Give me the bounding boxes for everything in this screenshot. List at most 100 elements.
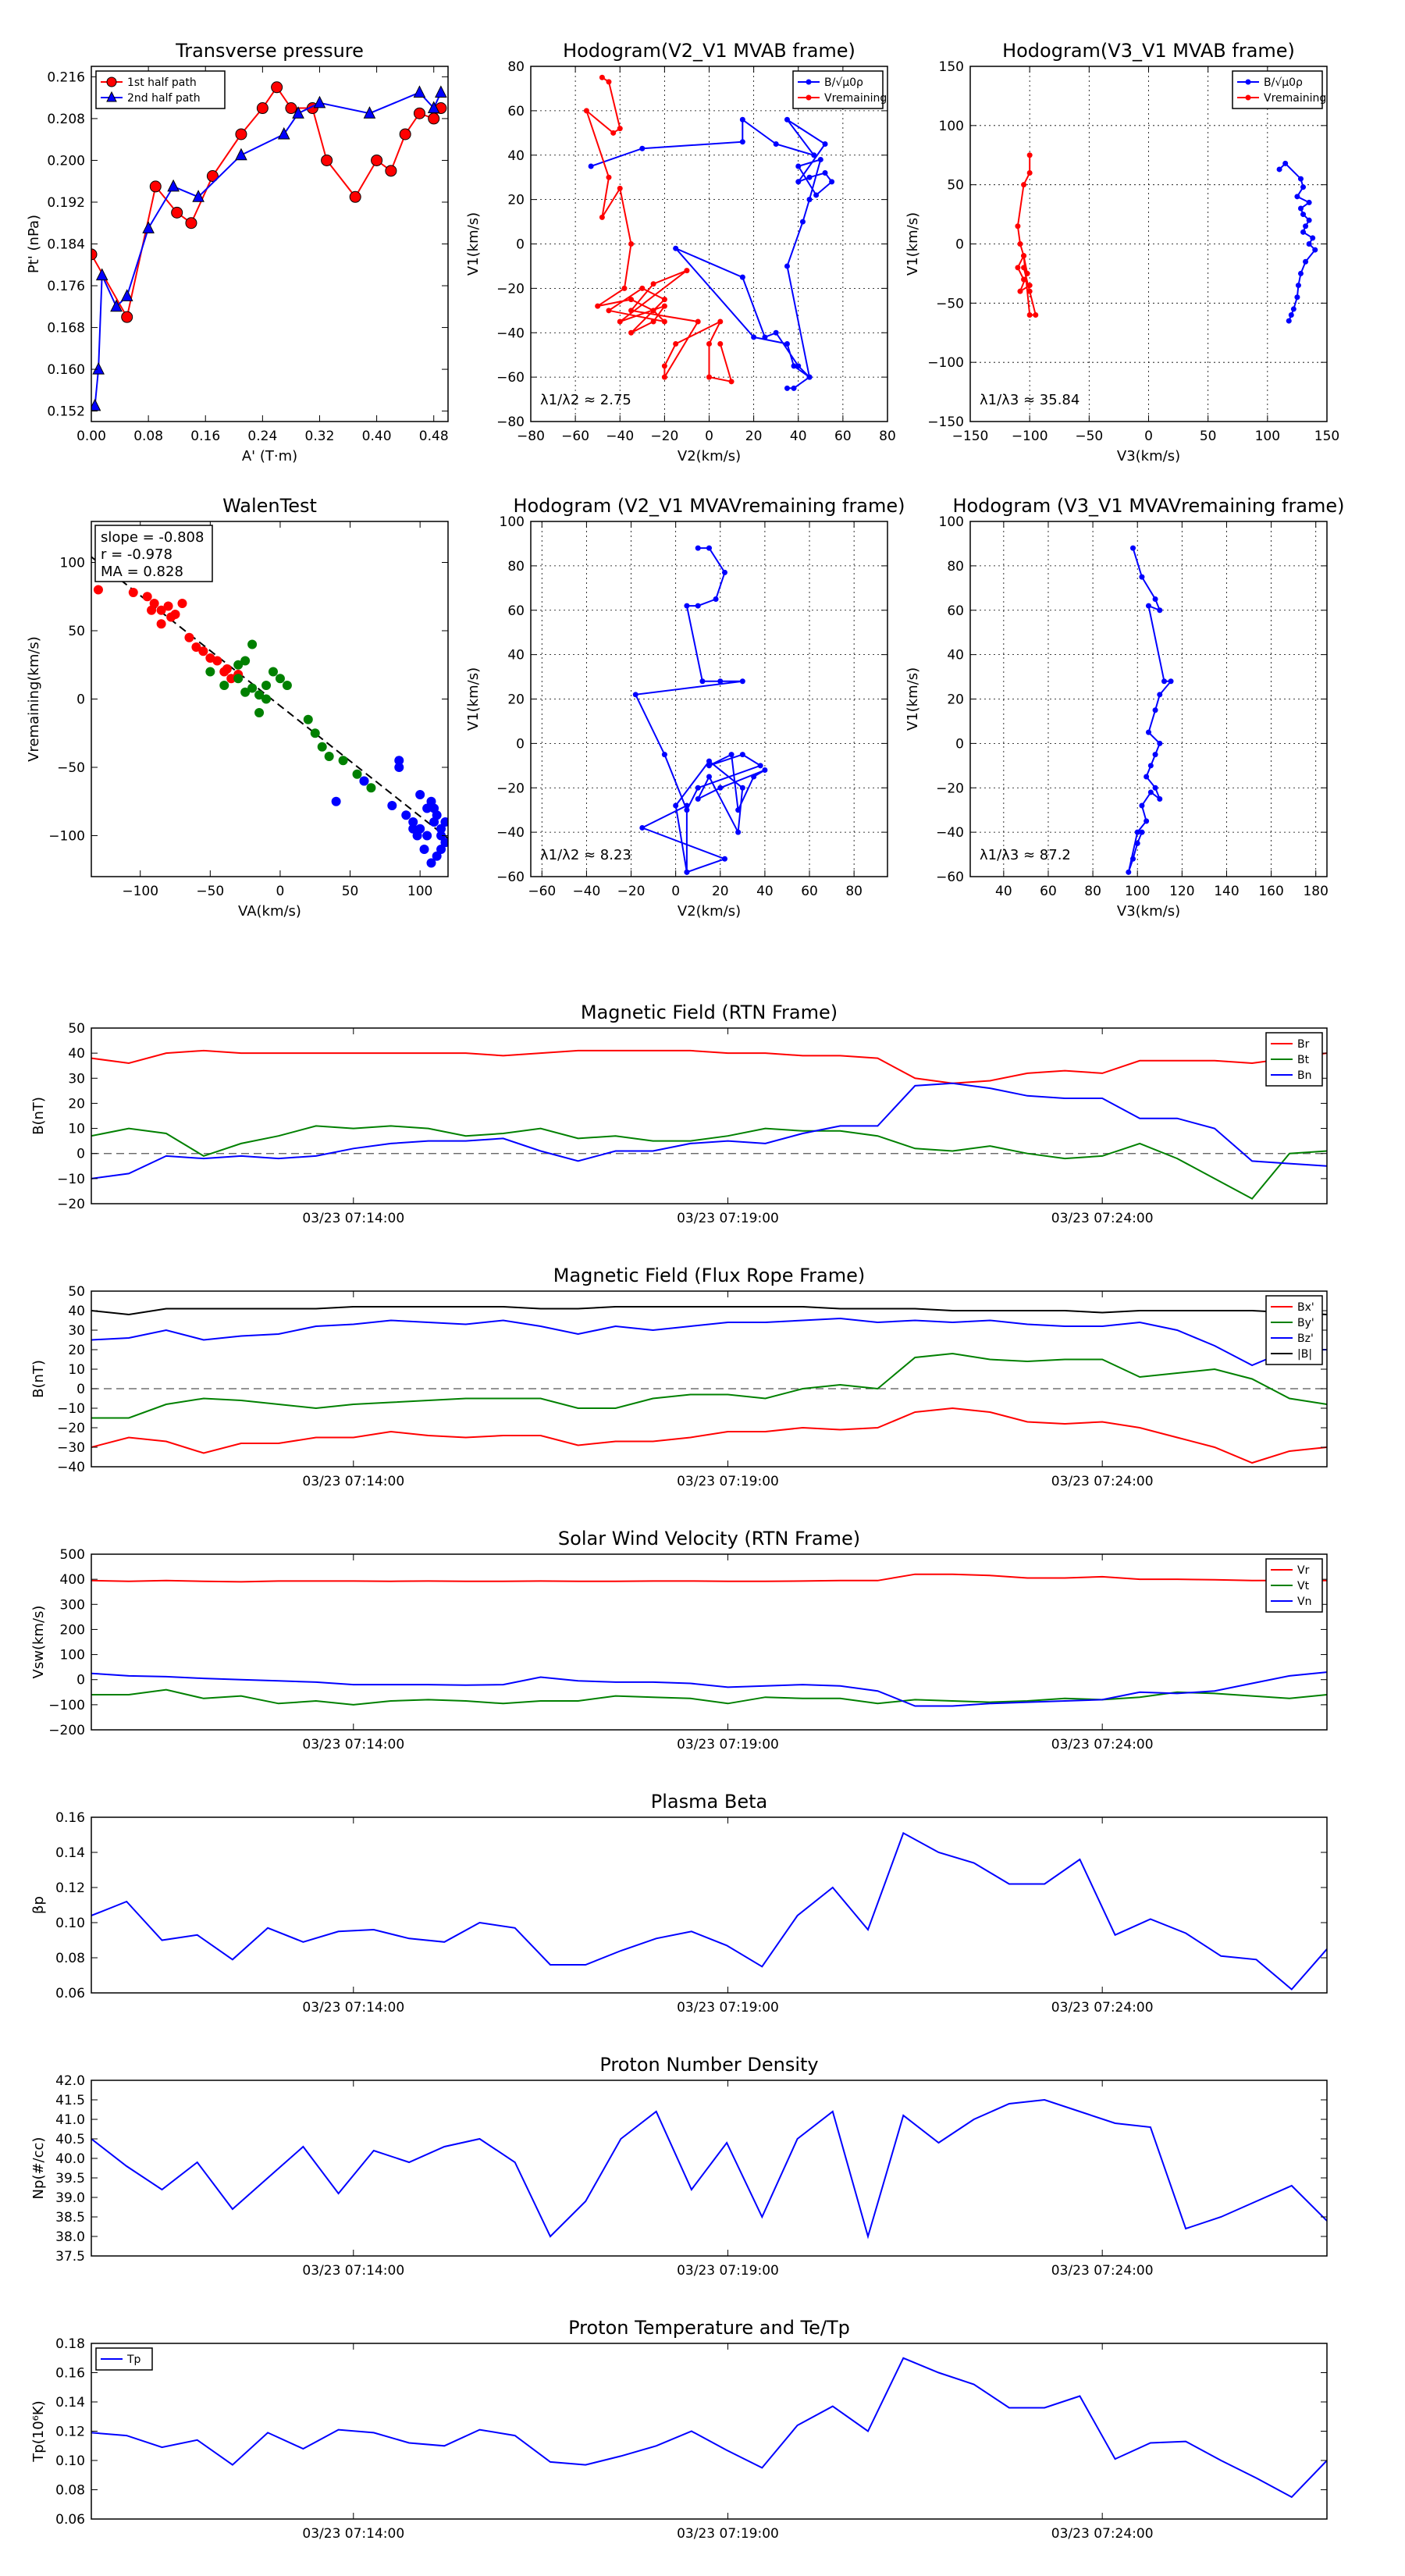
x-tick-label: 40	[756, 884, 774, 899]
legend-label: 1st half path	[127, 76, 197, 89]
dot-marker	[628, 308, 635, 314]
scatter-point	[142, 592, 152, 602]
y-tick-label: 0.16	[55, 2366, 85, 2382]
dot-marker	[583, 108, 589, 114]
y-tick-label: 0.06	[55, 2512, 85, 2528]
y-tick-label: 60	[507, 603, 525, 619]
x-tick-label: −40	[606, 429, 634, 444]
dot-marker	[706, 763, 712, 769]
dot-marker	[795, 163, 802, 169]
series-line-βp	[91, 1831, 1327, 1991]
triangle-marker	[92, 361, 105, 375]
scatter-point	[331, 796, 341, 806]
scatter-point	[419, 845, 429, 854]
dot-marker	[717, 340, 724, 347]
dot-marker	[1026, 152, 1033, 158]
legend-frame	[1232, 70, 1323, 109]
y-tick-label: 100	[60, 1648, 85, 1663]
triangle-marker	[413, 85, 426, 98]
dot-marker	[822, 170, 828, 176]
y-tick-label: −100	[927, 355, 964, 371]
scatter-point	[401, 810, 411, 820]
panel-proton_temp: 03/23 07:14:00 03/23 07:19:00 03/23 07:24:…	[30, 2317, 1328, 2542]
dot-marker	[784, 340, 790, 347]
x-tick-label: 100	[1255, 429, 1280, 444]
dot-marker	[739, 139, 745, 145]
dot-marker	[1286, 318, 1292, 324]
x-tick-label: 60	[801, 884, 818, 899]
scatter-point	[240, 687, 251, 697]
scatter-point	[432, 851, 442, 861]
annotation-text: λ1/λ2 ≈ 8.23	[540, 847, 631, 863]
scatter-point	[415, 790, 425, 799]
plot-frame	[91, 66, 449, 422]
dot-marker	[639, 285, 646, 291]
dot-marker	[717, 318, 724, 325]
y-tick-label: −60	[496, 370, 525, 386]
dot-marker	[1134, 840, 1140, 846]
dot-marker	[1152, 752, 1158, 758]
triangle-marker	[435, 85, 447, 98]
x-tick-label: 20	[712, 884, 729, 899]
dot-marker	[706, 340, 712, 347]
y-tick-label: −30	[57, 1440, 85, 1456]
y-tick-label: 0.160	[47, 362, 85, 378]
series-line-Bx'	[91, 1407, 1327, 1464]
dot-marker	[1130, 545, 1136, 551]
scatter-point	[247, 639, 258, 649]
chart-title: Hodogram(V2_V1 MVAB frame)	[563, 40, 855, 62]
x-axis-label: V3(km/s)	[1117, 903, 1180, 920]
scatter-point	[338, 756, 348, 766]
x-axis-label: V2(km/s)	[678, 448, 741, 464]
dot-marker	[1297, 176, 1304, 182]
y-tick-label: 0.14	[55, 2395, 85, 2411]
scatter-point	[128, 588, 138, 597]
y-tick-label: 40	[68, 1304, 85, 1319]
x-tick-label: 180	[1303, 884, 1328, 899]
dot-marker	[806, 174, 813, 180]
scatter-point	[212, 656, 222, 666]
legend: B/√μ0ρ Vremaining	[792, 70, 887, 109]
circle-marker	[271, 81, 283, 94]
x-tick-label: −50	[1075, 429, 1103, 444]
scatter-point	[324, 752, 334, 761]
dot-marker	[806, 374, 813, 380]
legend: B/√μ0ρ Vremaining	[1232, 70, 1326, 109]
panel-walen: −100 −50 0 50 100 −100 −50 0 50 100 WalenTest VA(km…	[26, 495, 449, 920]
y-tick-label: −20	[57, 1197, 85, 1212]
x-tick-label: 40	[790, 429, 807, 444]
y-tick-label: −20	[496, 281, 525, 297]
x-tick-label: 03/23 07:14:00	[302, 2263, 404, 2279]
dot-marker	[1139, 574, 1145, 580]
dot-marker	[639, 824, 646, 831]
y-tick-label: −40	[936, 825, 964, 841]
dot-marker	[757, 763, 763, 769]
dot-marker	[684, 802, 690, 809]
x-tick-label: 03/23 07:19:00	[677, 1474, 779, 1489]
circle-marker	[121, 311, 133, 323]
y-tick-label: −20	[57, 1421, 85, 1436]
dot-marker	[1015, 265, 1021, 271]
y-tick-label: 40	[947, 648, 964, 664]
scatter-point	[275, 674, 285, 684]
dot-marker	[606, 174, 612, 180]
dot-marker	[599, 74, 605, 80]
chart-title: Hodogram (V2_V1 MVAVremaining frame)	[513, 495, 905, 517]
series-line-Vn	[91, 1671, 1327, 1707]
x-tick-label: 03/23 07:24:00	[1051, 1474, 1154, 1489]
x-tick-label: −100	[122, 884, 158, 899]
x-tick-label: 80	[1084, 884, 1101, 899]
dot-marker	[721, 569, 727, 575]
y-tick-label: 150	[939, 59, 964, 75]
y-tick-label: 0.168	[47, 321, 85, 336]
dot-marker	[739, 678, 745, 685]
x-tick-label: 0.00	[76, 429, 106, 444]
chart-title: Solar Wind Velocity (RTN Frame)	[558, 1528, 860, 1550]
dot-marker	[1146, 603, 1151, 609]
y-tick-label: −40	[57, 1460, 85, 1475]
dot-marker	[795, 363, 802, 369]
plot-frame	[91, 2343, 1328, 2520]
y-tick-label: 0.10	[55, 1916, 85, 1931]
series-line-trace	[634, 547, 766, 873]
triangle-marker	[192, 190, 205, 202]
